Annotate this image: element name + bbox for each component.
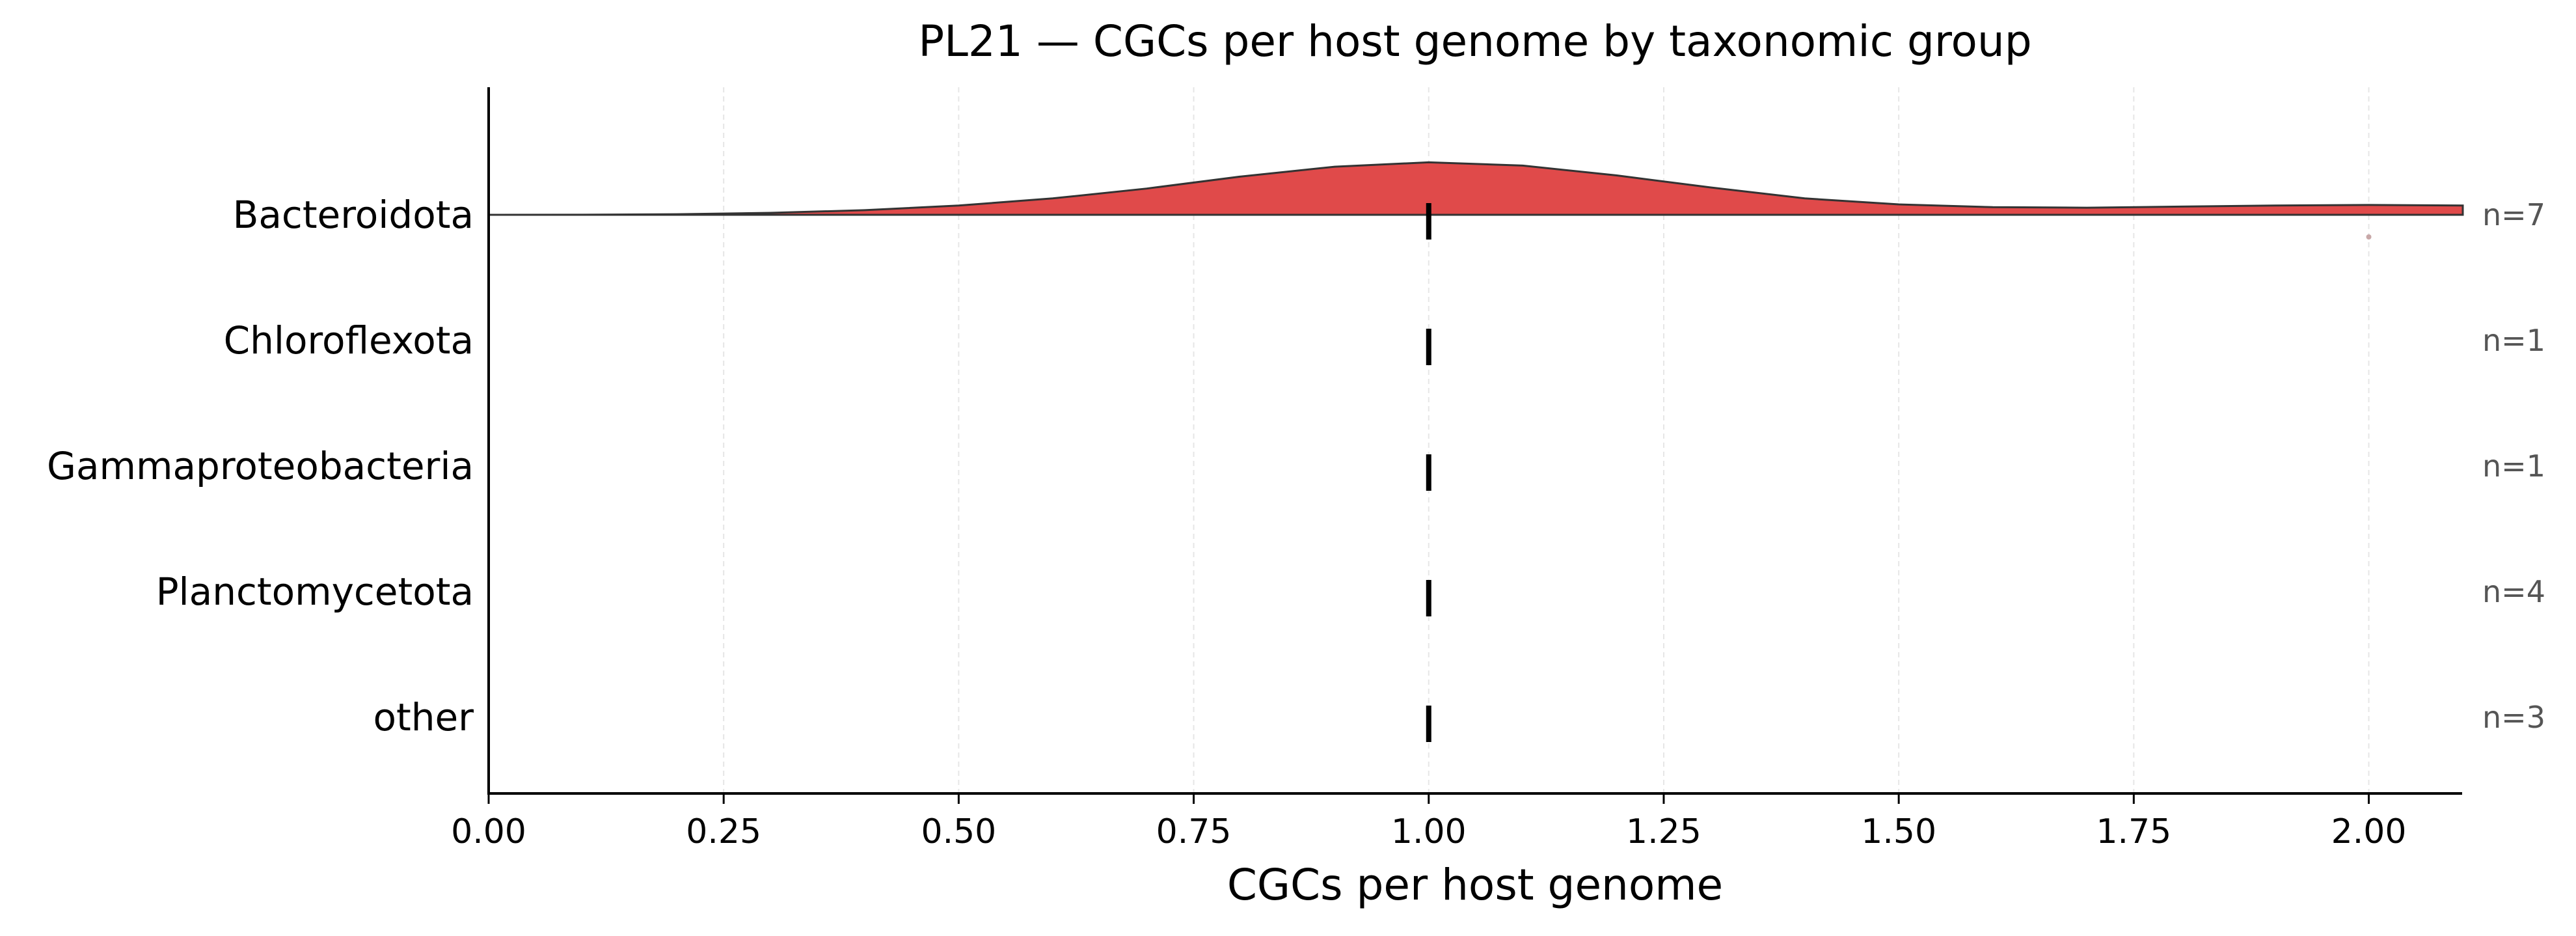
x-tick-label: 1.50 [1861,812,1936,851]
x-tick-label: 1.75 [2096,812,2171,851]
x-ticks: 0.00 0.25 0.50 0.75 1.00 1.25 1.50 1.75 2.00 [451,793,2406,851]
x-tick-label: 1.00 [1391,812,1467,851]
outlier-point [2366,234,2372,240]
density-ridges [488,161,2464,216]
n-label: n=1 [2482,448,2545,484]
y-tick-label: Chloroflexota [224,318,474,363]
n-label: n=3 [2482,700,2545,735]
chart-title: PL21 — CGCs per host genome by taxonomic… [918,16,2031,66]
x-tick-label: 0.50 [921,812,996,851]
y-tick-label: Bacteroidota [233,193,474,237]
n-label: n=1 [2482,323,2545,358]
outlier-points [2366,234,2372,240]
n-label: n=7 [2482,197,2545,232]
x-tick-label: 2.00 [2331,812,2407,851]
n-label: n=4 [2482,574,2545,609]
n-labels: n=7 n=1 n=1 n=4 n=3 [2482,197,2545,735]
x-axis-label: CGCs per host genome [1227,860,1723,910]
y-tick-label: Planctomycetota [156,570,474,614]
y-tick-label: other [373,695,474,739]
x-tick-label: 0.75 [1156,812,1232,851]
x-tick-label: 1.25 [1626,812,1702,851]
y-tick-labels: Bacteroidota Chloroflexota Gammaproteobact… [47,193,474,739]
x-tick-label: 0.00 [451,812,526,851]
y-tick-label: Gammaproteobacteria [47,444,474,488]
x-tick-label: 0.25 [686,812,761,851]
density-ridge [488,161,2464,216]
